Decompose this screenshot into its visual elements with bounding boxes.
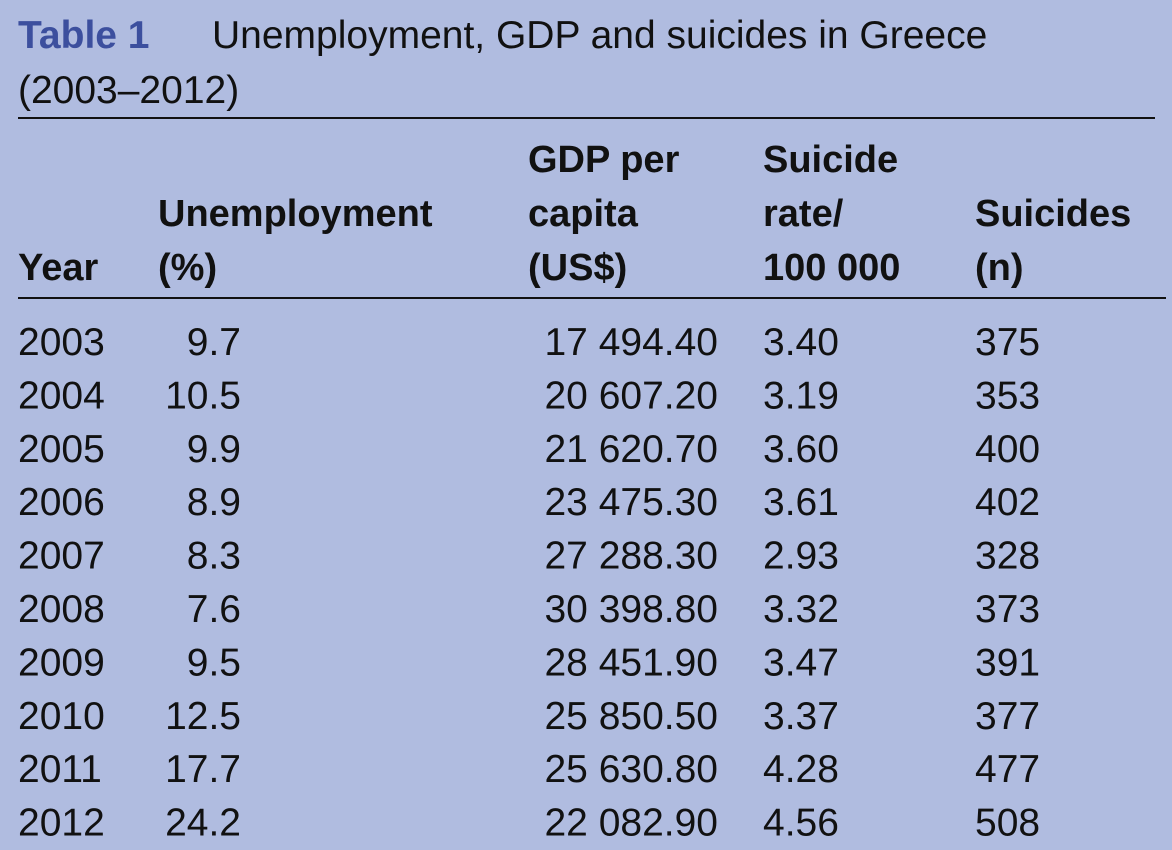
table-cell: 30 398.80	[544, 588, 718, 631]
table-cell: 3.47	[763, 641, 839, 684]
table-cell: 9.5	[187, 641, 241, 684]
table-cell: 373	[975, 588, 1040, 631]
table-cell: 2005	[18, 428, 105, 471]
table-cell: 17.7	[165, 748, 241, 791]
column-header: (n)	[975, 247, 1024, 289]
column-header: (%)	[158, 247, 217, 289]
column-header: rate/	[763, 193, 844, 235]
table-cell: 22 082.90	[544, 802, 718, 845]
table-cell: 3.37	[763, 695, 839, 738]
caption-label: Table 1	[18, 14, 150, 57]
table-cell: 2003	[18, 321, 105, 364]
table-cell: 25 850.50	[544, 695, 718, 738]
table-cell: 8.3	[187, 535, 241, 578]
table-cell: 377	[975, 695, 1040, 738]
table-cell: 2009	[18, 641, 105, 684]
table-cell: 2012	[18, 802, 105, 845]
table-cell: 2006	[18, 481, 105, 524]
table-cell: 4.56	[763, 802, 839, 845]
table-cell: 375	[975, 321, 1040, 364]
table-cell: 2004	[18, 374, 105, 417]
table-cell: 20 607.20	[544, 374, 718, 417]
table-cell: 27 288.30	[544, 535, 718, 578]
table-cell: 21 620.70	[544, 428, 718, 471]
table-cell: 9.7	[187, 321, 241, 364]
table-cell: 2007	[18, 535, 105, 578]
column-header: GDP per	[528, 139, 680, 181]
table-cell: 402	[975, 481, 1040, 524]
column-header: (US$)	[528, 247, 627, 289]
column-header: Suicide	[763, 139, 898, 181]
table-cell: 2010	[18, 695, 105, 738]
caption-line: Unemployment, GDP and suicides in Greece	[212, 14, 987, 57]
column-header: Unemployment	[158, 193, 433, 235]
column-header: Suicides	[975, 193, 1131, 235]
column-header: Year	[18, 247, 99, 289]
caption-line: (2003–2012)	[18, 69, 239, 112]
table-cell: 23 475.30	[544, 481, 718, 524]
table-cell: 17 494.40	[544, 321, 718, 364]
table-cell: 12.5	[165, 695, 241, 738]
table-cell: 3.61	[763, 481, 839, 524]
table-cell: 2.93	[763, 535, 839, 578]
table-cell: 3.40	[763, 321, 839, 364]
table-cell: 4.28	[763, 748, 839, 791]
table-cell: 9.9	[187, 428, 241, 471]
table-cell: 477	[975, 748, 1040, 791]
table-cell: 7.6	[187, 588, 241, 631]
table-cell: 24.2	[165, 802, 241, 845]
table-cell: 3.19	[763, 374, 839, 417]
table-cell: 508	[975, 802, 1040, 845]
table-cell: 3.32	[763, 588, 839, 631]
table-cell: 8.9	[187, 481, 241, 524]
column-header: capita	[528, 193, 639, 235]
column-header: 100 000	[763, 247, 900, 289]
table-cell: 353	[975, 374, 1040, 417]
table-cell: 25 630.80	[544, 748, 718, 791]
table-cell: 391	[975, 641, 1040, 684]
table-cell: 10.5	[165, 374, 241, 417]
table-cell: 2008	[18, 588, 105, 631]
table-cell: 400	[975, 428, 1040, 471]
table-cell: 28 451.90	[544, 641, 718, 684]
table-cell: 3.60	[763, 428, 839, 471]
table-cell: 2011	[18, 748, 102, 791]
table-cell: 328	[975, 535, 1040, 578]
